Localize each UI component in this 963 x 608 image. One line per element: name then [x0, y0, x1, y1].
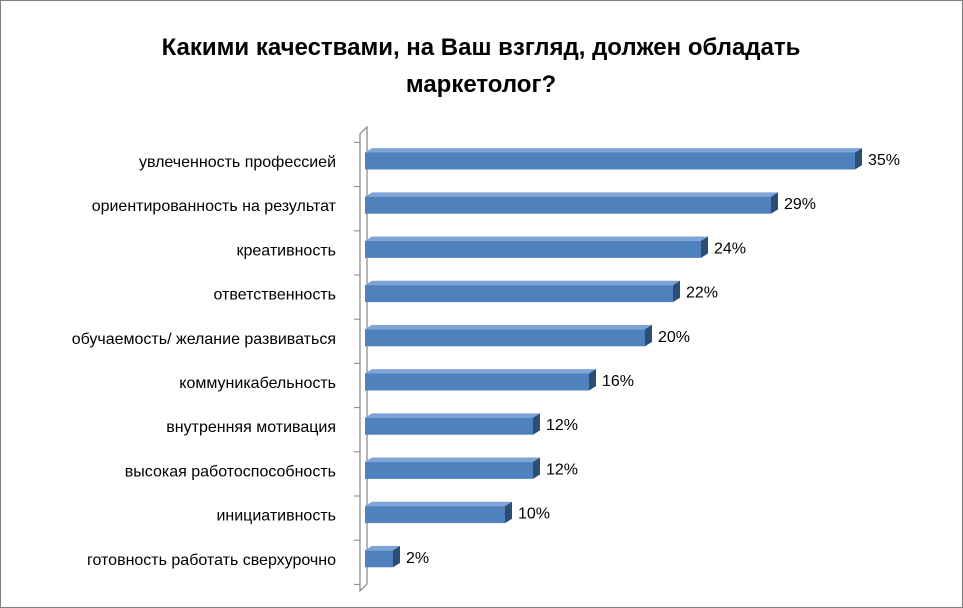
bar-side-face — [673, 280, 680, 303]
value-label: 20% — [658, 329, 690, 346]
value-label: 29% — [784, 196, 816, 213]
chart-bars — [365, 148, 862, 568]
bar — [365, 280, 680, 303]
bar-side-face — [771, 192, 778, 214]
bar-top-face — [365, 501, 512, 507]
bar — [365, 324, 652, 347]
bar-side-face — [589, 369, 596, 391]
bar-side-face — [645, 324, 652, 347]
bar-front-face — [365, 461, 533, 479]
bar-side-face — [533, 413, 540, 435]
bar — [365, 545, 400, 568]
bar-top-face — [365, 413, 540, 418]
bar — [365, 501, 512, 524]
category-label: инициативность — [216, 508, 336, 525]
value-label: 24% — [714, 240, 746, 257]
bar-front-face — [365, 506, 505, 524]
bar — [365, 369, 596, 391]
bar-side-face — [393, 545, 400, 568]
bar-top-face — [365, 280, 680, 286]
chart-title: Какими качествами, на Ваш взгляд, должен… — [161, 34, 801, 98]
category-label: коммуникабельность — [179, 375, 336, 392]
category-label: обучаемость/ желание развиваться — [72, 331, 336, 348]
value-label: 12% — [546, 417, 578, 434]
bar-side-face — [533, 457, 540, 479]
value-label: 10% — [518, 506, 550, 523]
bar-side-face — [855, 148, 862, 170]
value-label: 35% — [868, 152, 900, 169]
category-label: ответственность — [214, 287, 337, 304]
bar-top-face — [365, 192, 778, 197]
bar — [365, 236, 708, 258]
chart-category-labels: увлеченность профессией ориентированность… — [72, 154, 337, 569]
chart-value-labels: 35% 29% 24% 22% 20% 16% 12% 12% 10% 2% — [406, 152, 900, 567]
category-label: креативность — [236, 242, 336, 259]
bar-front-face — [365, 240, 701, 258]
bar-top-face — [365, 457, 540, 462]
value-label: 22% — [686, 285, 718, 302]
bar-front-face — [365, 152, 855, 170]
bar — [365, 457, 540, 479]
value-label: 12% — [546, 461, 578, 478]
value-label: 16% — [602, 373, 634, 390]
bar — [365, 413, 540, 435]
value-label: 2% — [406, 550, 429, 567]
bar-front-face — [365, 417, 533, 435]
category-label: готовность работать сверхурочно — [87, 552, 336, 569]
bar-front-face — [365, 550, 393, 568]
bar-top-face — [365, 236, 708, 241]
category-label: увлеченность профессией — [139, 154, 336, 171]
chart-axis — [354, 125, 368, 593]
bar-side-face — [505, 501, 512, 524]
bar-front-face — [365, 373, 589, 391]
bar-front-face — [365, 329, 645, 347]
axis-wall — [359, 125, 368, 593]
bar — [365, 192, 778, 214]
bar-front-face — [365, 196, 771, 214]
bar-top-face — [365, 324, 652, 330]
bar — [365, 148, 862, 170]
category-label: ориентированность на результат — [92, 198, 337, 215]
bar-top-face — [365, 369, 596, 374]
bar-front-face — [365, 285, 673, 303]
bar-top-face — [365, 148, 862, 153]
category-label: внутренняя мотивация — [166, 419, 336, 436]
bar-side-face — [701, 236, 708, 258]
bar-top-face — [365, 545, 400, 551]
category-label: высокая работоспособность — [125, 463, 336, 480]
